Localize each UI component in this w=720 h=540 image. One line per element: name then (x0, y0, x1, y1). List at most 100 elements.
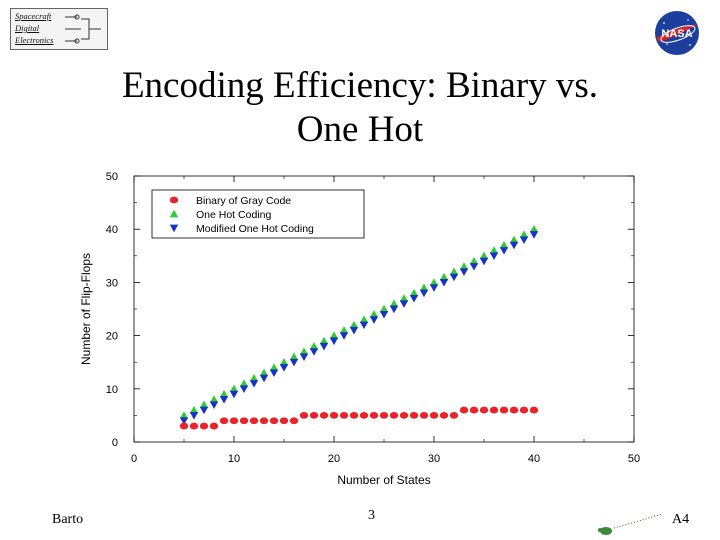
title-line-2: One Hot (296, 109, 424, 150)
data-point (199, 400, 209, 409)
data-point (379, 310, 389, 319)
data-point (359, 315, 369, 323)
footer-slide-code: A4 (672, 512, 690, 527)
data-point (369, 412, 379, 419)
slide-title: Encoding Efficiency: Binary vs. One Hot (60, 64, 660, 152)
data-point (449, 273, 459, 282)
data-point (179, 411, 189, 419)
data-point (349, 320, 359, 329)
series-triangle-up (179, 225, 539, 419)
legend-marker (169, 224, 179, 233)
data-point (439, 412, 449, 419)
data-point (519, 406, 529, 414)
data-point (339, 332, 349, 340)
data-point (409, 412, 419, 419)
data-point (319, 336, 329, 345)
data-point (319, 342, 329, 351)
nasa-text: NASA (661, 28, 692, 40)
data-point (179, 422, 189, 430)
data-point (269, 417, 279, 425)
data-point (289, 358, 299, 367)
data-point (229, 417, 239, 425)
flip-flop-chart: 0 10 20 30 40 50 0 10 20 30 40 50 Number of States Nu… (79, 171, 640, 487)
data-point (469, 263, 479, 271)
data-point (349, 412, 359, 419)
y-tick-label: 20 (106, 331, 118, 343)
y-axis-label: Number of Flip-Flops (79, 253, 93, 365)
footer-page-number: 3 (368, 508, 375, 523)
data-point (329, 412, 339, 419)
data-point (259, 417, 269, 425)
data-point (269, 363, 279, 371)
data-point (189, 412, 199, 420)
data-point (519, 236, 529, 245)
series-triangle-down (179, 231, 539, 425)
data-point (489, 406, 499, 414)
data-point (429, 284, 439, 292)
data-point (239, 417, 249, 425)
data-point (339, 326, 349, 334)
data-point (319, 412, 329, 419)
doodle-icon (598, 513, 663, 535)
y-tick-label: 0 (112, 437, 118, 449)
data-point (289, 417, 299, 425)
y-tick-label: 50 (106, 171, 118, 183)
data-point (229, 390, 239, 399)
data-point (179, 417, 189, 425)
data-point (529, 406, 539, 414)
data-point (299, 347, 309, 355)
data-point (389, 305, 399, 314)
data-point (219, 389, 229, 398)
logo-line-2: Digital (15, 23, 40, 33)
data-point (339, 412, 349, 419)
data-point (399, 412, 409, 419)
data-point (229, 384, 239, 393)
data-point (379, 412, 389, 419)
data-point (499, 240, 509, 249)
title-line-1: Encoding Efficiency: Binary vs. (121, 65, 599, 106)
data-point (299, 353, 309, 362)
data-point (509, 241, 519, 250)
data-point (329, 337, 339, 346)
spacecraft-digital-electronics-logo: Spacecraft Digital Electronics (10, 8, 108, 50)
x-tick-label: 0 (131, 453, 137, 465)
data-point (369, 310, 379, 318)
logic-gate-icon (65, 14, 101, 44)
data-point (359, 412, 369, 419)
data-point (379, 304, 389, 313)
data-point (359, 321, 369, 330)
data-point (409, 295, 419, 303)
data-point (489, 246, 499, 254)
data-point (239, 379, 249, 387)
data-point (209, 422, 219, 430)
data-point (239, 385, 249, 393)
legend-marker (169, 196, 179, 204)
x-axis-label: Number of States (337, 473, 430, 487)
data-point (499, 406, 509, 414)
data-point (459, 262, 469, 270)
data-point (209, 401, 219, 409)
data-point (479, 406, 489, 414)
y-tick-label: 30 (106, 277, 118, 289)
data-point (399, 300, 409, 308)
data-point (409, 288, 419, 297)
data-point (299, 412, 309, 419)
data-point (449, 267, 459, 276)
data-point (249, 373, 259, 382)
data-point (389, 412, 399, 419)
x-tick-label: 10 (228, 453, 240, 465)
legend-label: Modified One Hot Coding (196, 223, 314, 235)
data-point (509, 406, 519, 414)
x-tick-label: 40 (528, 453, 540, 465)
data-point (209, 395, 219, 403)
data-point (389, 299, 399, 308)
data-point (529, 231, 539, 239)
nasa-logo: NASA (655, 11, 699, 55)
data-point (189, 405, 199, 414)
data-point (429, 278, 439, 286)
logo-line-3: Electronics (15, 35, 54, 45)
data-point (249, 380, 259, 388)
data-point (329, 331, 339, 339)
data-point (439, 272, 449, 281)
data-point (519, 230, 529, 238)
